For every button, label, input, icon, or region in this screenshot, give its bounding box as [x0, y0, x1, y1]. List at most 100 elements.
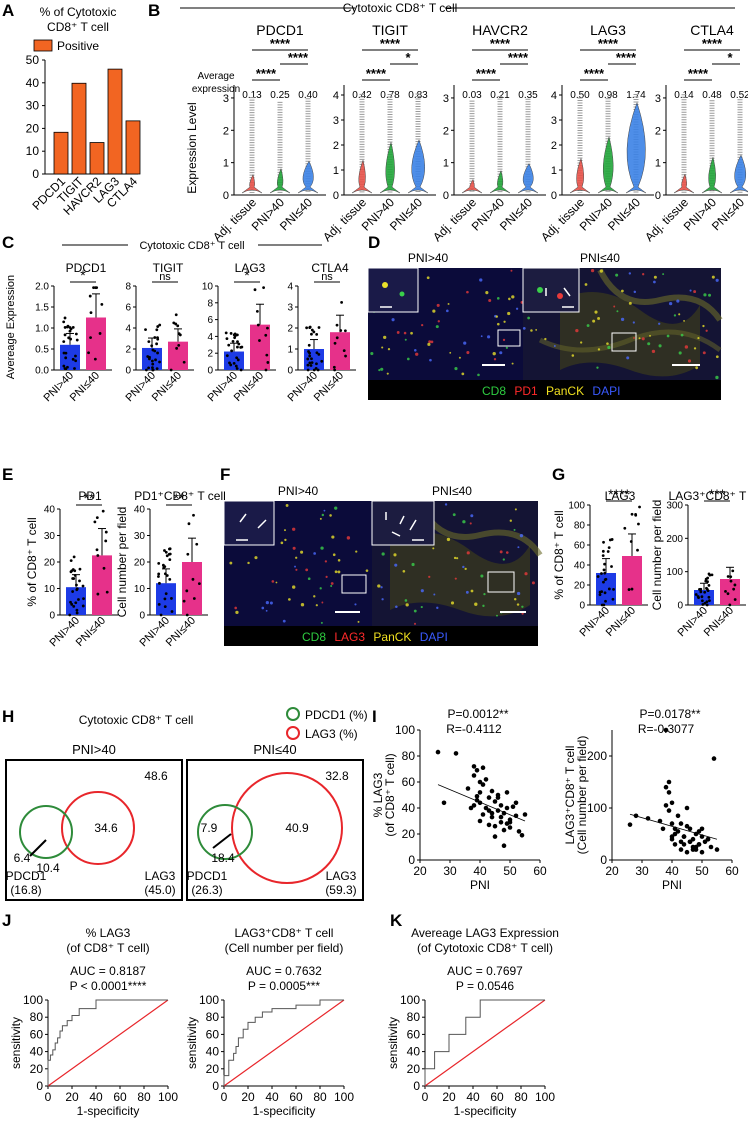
x-tick-label: 80 — [313, 1090, 327, 1104]
data-point — [156, 336, 159, 340]
data-point — [104, 539, 108, 543]
data-point — [707, 595, 711, 599]
stain-dapi: DAPI — [420, 630, 448, 644]
bar — [53, 131, 69, 175]
data-point — [663, 784, 669, 790]
x-tick-label: 50 — [695, 864, 709, 878]
cell — [482, 604, 485, 607]
cell — [391, 318, 395, 322]
cell — [447, 303, 450, 305]
data-point — [175, 346, 179, 350]
cell — [428, 575, 431, 578]
x-tick-label: PNI≤40 — [164, 615, 198, 649]
data-point — [666, 779, 672, 785]
y-tick-label: 20 — [134, 558, 146, 569]
stain-lag3: LAG3 — [334, 630, 365, 644]
panel-d: D PNI>40 PNI≤40 CD8 PD1 PanC — [367, 233, 723, 400]
data-point — [486, 795, 492, 800]
reference-line — [223, 999, 345, 1087]
data-point — [507, 825, 513, 830]
data-point — [163, 549, 166, 552]
data-point — [233, 332, 237, 336]
y-tick-label: 100 — [23, 993, 43, 1007]
cell — [638, 337, 641, 340]
cell — [381, 552, 385, 556]
y-tick-label: 60 — [407, 1027, 421, 1041]
data-point — [151, 366, 154, 370]
data-point — [266, 326, 269, 330]
y-tick-label: 8 — [125, 282, 131, 293]
cell — [420, 589, 424, 593]
data-point — [699, 587, 703, 591]
data-point — [314, 367, 318, 370]
data-point — [704, 577, 708, 581]
data-point — [157, 562, 161, 565]
cell — [697, 337, 700, 340]
cell — [427, 342, 431, 346]
y-tick-label: 0 — [139, 611, 145, 622]
chart-title: Avereage LAG3 Expression — [411, 926, 559, 940]
cell — [597, 316, 601, 320]
chart-title: (of CD8⁺ T cell) — [66, 941, 149, 955]
cell — [510, 269, 513, 272]
cell — [355, 550, 358, 553]
data-point — [157, 602, 161, 606]
cell — [413, 609, 417, 613]
reference-line — [424, 999, 546, 1087]
data-point — [471, 803, 477, 808]
cell — [275, 581, 278, 584]
data-point — [191, 577, 195, 581]
cell — [313, 552, 316, 555]
roc-curve — [424, 999, 545, 1086]
avg-value: 0.50 — [570, 90, 590, 101]
data-point — [89, 311, 93, 315]
data-point — [225, 337, 229, 341]
data-point — [63, 316, 67, 320]
y-tick-label: 6 — [207, 315, 213, 326]
data-point — [151, 362, 155, 366]
x-tick-label: 40 — [89, 1090, 103, 1104]
panel-label: D — [368, 233, 380, 252]
fit-line — [437, 784, 526, 822]
violin — [379, 141, 401, 194]
data-point — [703, 601, 707, 605]
cell — [653, 280, 656, 284]
panel-label: F — [220, 465, 230, 484]
cell — [330, 582, 334, 585]
x-axis-label: 1-specificity — [77, 1104, 140, 1118]
avg-value: 0.03 — [462, 90, 482, 101]
y-tick-label: 30 — [26, 99, 40, 113]
data-point — [343, 329, 347, 333]
data-point — [224, 331, 228, 335]
stain-legend: CD8 LAG3 PanCK DAPI — [302, 630, 448, 644]
y-tick-label: 0 — [32, 167, 39, 181]
cell — [432, 547, 435, 550]
data-point — [629, 540, 633, 543]
y-tick-label: 1 — [287, 345, 293, 356]
cell — [429, 358, 432, 362]
cell — [437, 320, 440, 323]
cell — [678, 313, 681, 316]
data-point — [630, 512, 634, 516]
data-point — [89, 336, 92, 340]
data-point — [235, 367, 239, 370]
data-point — [195, 542, 199, 546]
y-tick-label: 60 — [574, 541, 586, 552]
data-point — [64, 367, 68, 371]
data-point — [708, 844, 714, 850]
data-point — [310, 328, 314, 332]
data-point — [627, 588, 631, 591]
data-point — [623, 526, 627, 530]
data-point — [237, 342, 241, 346]
y-tick-label: 0 — [125, 366, 131, 377]
data-point — [486, 808, 492, 813]
x-tick-label: 20 — [413, 864, 427, 878]
cell — [378, 369, 381, 372]
box-title: PNI≤40 — [253, 742, 296, 757]
cell — [642, 273, 645, 276]
data-point — [262, 286, 265, 290]
cell — [465, 590, 469, 594]
data-point — [168, 552, 172, 556]
cell — [380, 586, 383, 589]
